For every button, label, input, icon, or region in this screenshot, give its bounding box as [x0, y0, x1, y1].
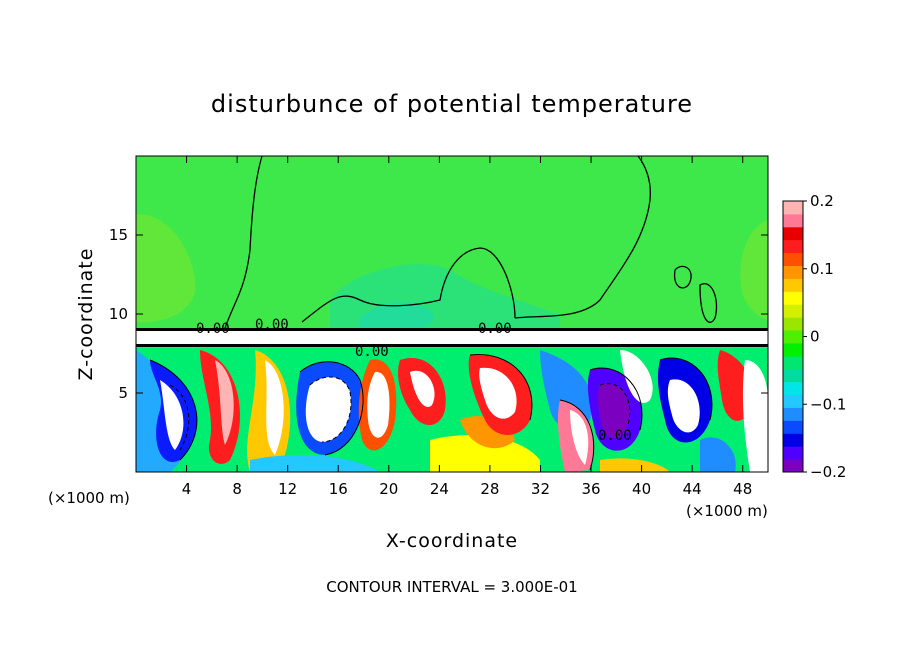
y-tick-label: 10 — [109, 305, 128, 323]
upper-patch-left — [136, 214, 196, 322]
x-tick-label: 48 — [733, 480, 752, 498]
colorbar-label: −0.1 — [810, 395, 846, 413]
colorbar-swatch — [783, 226, 803, 241]
contour-label: 0.00 — [598, 428, 632, 444]
x-tick-label: 40 — [632, 480, 651, 498]
x-tick-label: 32 — [531, 480, 550, 498]
colorbar — [782, 200, 804, 473]
contour-labels: 0.00 0.00 0.00 0.00 0.00 — [196, 317, 632, 444]
colorbar-swatch — [783, 317, 803, 331]
x-axis-title: X-coordinate — [386, 530, 518, 552]
colorbar-swatch — [783, 304, 803, 318]
colorbar-swatch — [783, 278, 803, 292]
x-tick-label: 44 — [683, 480, 702, 498]
band-fill — [136, 331, 768, 344]
colorbar-swatch — [783, 446, 803, 460]
x-tick-label: 4 — [182, 480, 192, 498]
x-tick-label: 16 — [329, 480, 348, 498]
x-tick-label: 24 — [430, 480, 449, 498]
contour-interval: CONTOUR INTERVAL = 3.000E-01 — [326, 578, 577, 596]
y-axis: 5 10 15 — [109, 226, 768, 402]
x-tick-label: 8 — [232, 480, 242, 498]
colorbar-swatch — [783, 213, 803, 228]
x-tick-label: 36 — [581, 480, 600, 498]
colorbar-swatch — [783, 420, 803, 434]
y-axis-unit: (×1000 m) — [686, 502, 768, 520]
colorbar-swatch — [783, 355, 803, 370]
band-line-1 — [136, 328, 768, 331]
contour-label: 0.00 — [196, 321, 230, 337]
colorbar-swatch — [783, 459, 803, 473]
colorbar-swatch — [783, 394, 803, 408]
colorbar-swatch — [783, 342, 803, 357]
contour-label: 0.00 — [255, 317, 289, 333]
y-axis-title: Z-coordinate — [75, 248, 97, 381]
y-tick-label: 5 — [118, 384, 128, 402]
colorbar-labels: 0.2 0.1 0 −0.1 −0.2 — [803, 192, 846, 481]
colorbar-swatch — [783, 407, 803, 421]
lower-field — [136, 348, 768, 472]
colorbar-swatch — [783, 201, 803, 215]
x-axis: 4 8 12 16 20 24 28 32 36 40 44 48 — [182, 156, 752, 498]
contour-label: 0.00 — [355, 344, 389, 360]
colorbar-swatch — [783, 252, 803, 267]
plot-area: 0.00 0.00 0.00 0.00 0.00 — [136, 156, 768, 472]
upper-patch-center2 — [360, 302, 434, 330]
band-line-2 — [136, 344, 768, 347]
contour-label: 0.00 — [478, 321, 512, 337]
colorbar-label: −0.2 — [810, 463, 846, 481]
colorbar-label: 0.2 — [810, 192, 834, 210]
colorbar-swatch — [783, 381, 803, 396]
colorbar-swatch — [783, 433, 803, 447]
colorbar-label: 0 — [810, 328, 820, 346]
upper-patch-right — [740, 220, 768, 320]
x-tick-label: 20 — [379, 480, 398, 498]
colorbar-label: 0.1 — [810, 260, 834, 278]
colorbar-swatch — [783, 265, 803, 279]
colorbar-swatch — [783, 368, 803, 383]
colorbar-swatch — [783, 239, 803, 254]
colorbar-swatch — [783, 330, 803, 344]
y-tick-label: 15 — [109, 226, 128, 244]
chart-title: disturbunce of potential temperature — [211, 90, 693, 118]
colorbar-swatch — [783, 291, 803, 305]
upper-contours — [224, 156, 718, 329]
x-tick-label: 12 — [278, 480, 297, 498]
x-axis-unit: (×1000 m) — [48, 489, 130, 507]
x-tick-label: 28 — [480, 480, 499, 498]
